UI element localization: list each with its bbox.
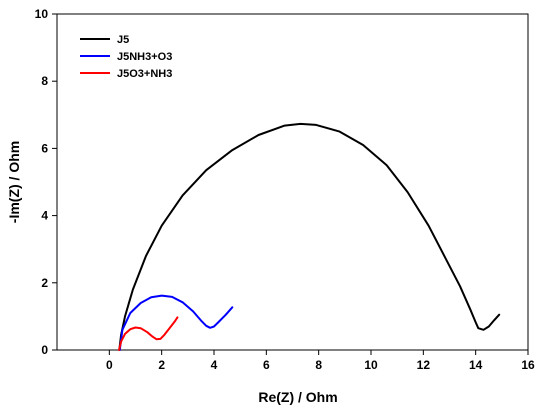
x-axis-ticks: 0 2 4 6 8 10 12 14 16 [106,350,535,372]
y-tick-label: 4 [41,209,48,223]
x-tick-label: 16 [521,358,535,372]
plot-area [56,13,529,351]
x-tick-label: 8 [315,358,322,372]
y-tick-label: 0 [41,343,48,357]
legend-label-2: J5O3+NH3 [117,68,172,80]
series-line-1 [118,294,234,351]
series-line-2 [118,316,179,351]
x-tick-label: 12 [417,358,431,372]
x-tick-label: 6 [263,358,270,372]
x-axis-label: Re(Z) / Ohm [258,389,337,405]
x-tick-label: 2 [158,358,165,372]
y-tick-label: 6 [41,141,48,155]
legend-label-0: J5 [117,34,129,46]
y-axis-label: -Im(Z) / Ohm [6,141,22,223]
y-axis-ticks: 0 2 4 6 8 10 [35,7,57,357]
series-lines [118,122,501,351]
y-tick-label: 10 [35,7,49,21]
x-tick-label: 14 [469,358,483,372]
legend-label-1: J5NH3+O3 [117,51,172,63]
plot-frame [56,13,529,351]
x-tick-label: 10 [364,358,378,372]
x-tick-label: 4 [211,358,218,372]
series-line-0 [118,122,501,351]
y-tick-label: 2 [41,276,48,290]
y-tick-label: 8 [41,74,48,88]
legend: J5 J5NH3+O3 J5O3+NH3 [80,34,172,80]
x-tick-label: 0 [106,358,113,372]
